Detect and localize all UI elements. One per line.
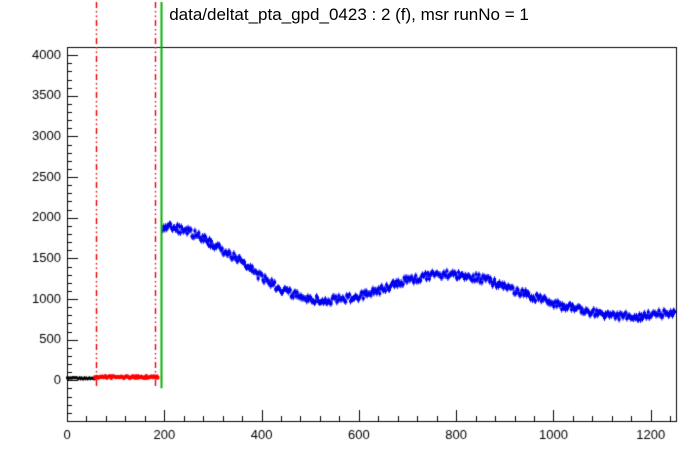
plot-canvas xyxy=(0,0,698,474)
root-plot-window: data/deltat_pta_gpd_0423 : 2 (f), msr ru… xyxy=(0,0,698,474)
